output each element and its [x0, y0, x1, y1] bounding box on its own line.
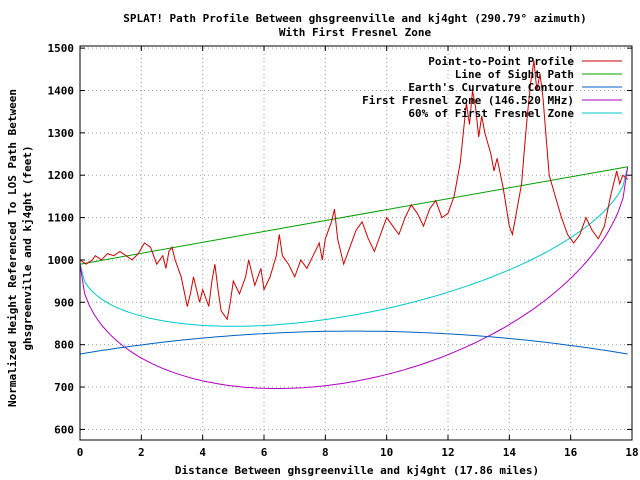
- legend-label-profile: Point-to-Point Profile: [428, 55, 574, 68]
- y-tick-label: 1000: [48, 254, 75, 267]
- series-earth-curvature-line: [79, 330, 628, 355]
- y-tick-label: 600: [54, 423, 74, 436]
- x-tick-label: 0: [77, 446, 84, 459]
- grid: [80, 46, 632, 440]
- x-tick-label: 2: [138, 446, 145, 459]
- plot-frame: [79, 45, 633, 441]
- y-tick-label: 900: [54, 296, 74, 309]
- series-line-of-sight-line: [79, 166, 628, 265]
- legend-label-earth-curvature: Earth's Curvature Contour: [408, 81, 574, 94]
- x-tick-label: 8: [322, 446, 329, 459]
- y-tick-label: 1100: [48, 212, 75, 225]
- y-tick-label: 700: [54, 381, 74, 394]
- y-tick-label: 800: [54, 339, 74, 352]
- axes: 0 2 4 6 8 10 12 14 16 18 600 700 800 900 1000 1100 1200 1…: [48, 42, 639, 459]
- series-first-fresnel-zone-line: [79, 166, 629, 389]
- series-sixty-percent-fresnel-zone-line: [79, 166, 629, 327]
- x-tick-label: 6: [261, 446, 268, 459]
- chart-subtitle: With First Fresnel Zone: [279, 26, 432, 39]
- y-tick-label: 1200: [48, 169, 75, 182]
- x-tick-label: 14: [503, 446, 517, 459]
- x-tick-label: 4: [199, 446, 206, 459]
- chart-title: SPLAT! Path Profile Between ghsgreenvill…: [123, 12, 587, 25]
- x-tick-label: 16: [564, 446, 578, 459]
- x-tick-label: 18: [625, 446, 638, 459]
- x-tick-label: 12: [441, 446, 454, 459]
- series-profile-line: [79, 60, 629, 321]
- legend-label-first-fresnel-zone: First Fresnel Zone (146.520 MHz): [362, 94, 574, 107]
- legend-label-sixty-percent-fresnel-zone: 60% of First Fresnel Zone: [408, 107, 574, 120]
- x-tick-label: 10: [380, 446, 393, 459]
- y-tick-label: 1300: [48, 127, 75, 140]
- x-axis-label: Distance Between ghsgreenville and kj4gh…: [175, 464, 539, 477]
- series-layer: [79, 60, 629, 389]
- y-tick-label: 1400: [48, 84, 75, 97]
- y-tick-label: 1500: [48, 42, 75, 55]
- y-axis-label-line2: ghsgreenville and kj4ght (feet): [21, 145, 34, 350]
- legend-label-line-of-sight: Line of Sight Path: [455, 68, 574, 81]
- y-axis-label-line1: Normalized Height Referenced To LOS Path…: [6, 89, 19, 407]
